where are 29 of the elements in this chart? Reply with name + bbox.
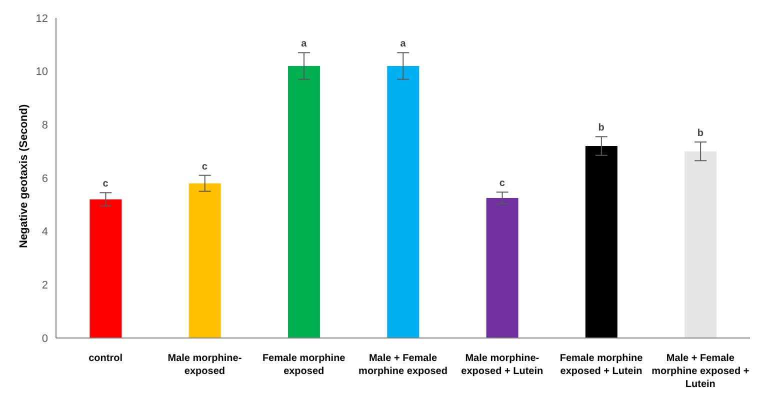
bar	[90, 199, 122, 338]
x-tick-label: Female morphine exposed + Lutein	[560, 353, 644, 377]
annotation: a	[400, 38, 406, 50]
x-tick-label: Male + Female morphine exposed	[358, 353, 448, 377]
bar	[684, 151, 717, 338]
y-axis-title: Negative geotaxis (Second)	[18, 104, 30, 248]
y-tick-label: 0	[42, 332, 48, 345]
x-tick-label: Male + Female morphine exposed + Lutein	[652, 353, 750, 390]
y-tick-label: 8	[42, 120, 48, 132]
x-tick-label: Male morphine-exposed + Lutein	[461, 353, 544, 377]
y-tick-label: 12	[36, 12, 48, 25]
bar	[188, 183, 221, 338]
annotation: b	[598, 122, 604, 134]
annotation: a	[301, 38, 308, 50]
bar	[585, 146, 618, 338]
y-tick-label: 2	[42, 280, 48, 292]
annotation: c	[102, 178, 109, 190]
bar	[486, 198, 518, 338]
annotation: b	[697, 128, 704, 139]
y-tick-label: 6	[42, 172, 48, 185]
y-tick-label: 10	[36, 66, 48, 78]
annotation: c	[499, 178, 506, 190]
bar	[387, 66, 420, 338]
y-tick-label: 4	[42, 226, 48, 238]
annotation: c	[202, 161, 208, 172]
x-tick-label: Male morphine-exposed	[168, 353, 242, 377]
bar	[288, 66, 320, 338]
x-tick-label: control	[88, 353, 123, 364]
x-tick-label: Female morphine exposed	[262, 353, 346, 377]
